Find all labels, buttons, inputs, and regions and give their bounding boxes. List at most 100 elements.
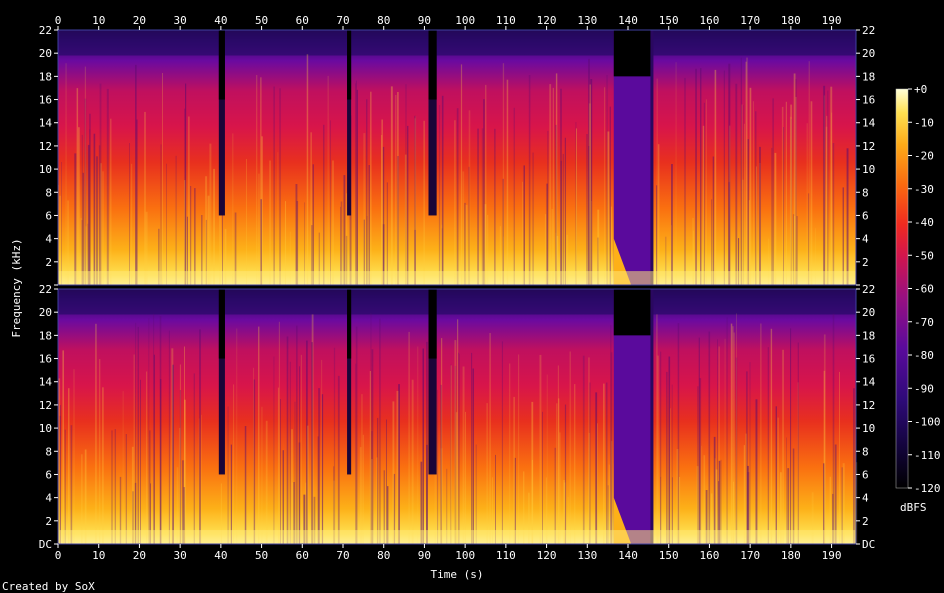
texture-streak xyxy=(740,57,742,286)
texture-streak xyxy=(119,476,122,544)
texture-streak xyxy=(125,434,127,544)
panel-frame xyxy=(57,288,857,545)
texture-streak xyxy=(122,391,124,544)
texture-streak xyxy=(363,219,365,285)
texture-streak xyxy=(604,87,606,285)
texture-streak xyxy=(589,382,591,544)
quiet-gap xyxy=(347,289,352,475)
texture-streak xyxy=(701,445,703,544)
texture-streak xyxy=(96,156,98,285)
texture-streak xyxy=(523,471,525,544)
texture-streak xyxy=(794,215,796,285)
texture-streak xyxy=(656,314,658,544)
silent-gap xyxy=(218,289,225,359)
texture-streak xyxy=(827,90,829,285)
texture-streak xyxy=(559,432,561,544)
texture-streak xyxy=(586,134,588,285)
x-tick-label-top: 150 xyxy=(659,14,679,27)
texture-streak xyxy=(797,382,799,544)
texture-streak xyxy=(159,379,162,544)
gap-line xyxy=(650,30,654,285)
texture-streak xyxy=(657,355,659,544)
texture-streak xyxy=(657,144,660,285)
texture-streak xyxy=(440,448,443,544)
texture-streak xyxy=(377,417,379,544)
texture-streak xyxy=(293,482,295,544)
texture-streak xyxy=(310,132,312,285)
y-tick-label-left: 8 xyxy=(45,445,52,458)
texture-streak xyxy=(295,184,298,285)
texture-streak xyxy=(84,98,87,285)
texture-streak xyxy=(589,84,591,285)
texture-streak xyxy=(68,388,70,544)
texture-streak xyxy=(408,331,410,544)
y-tick-label-right: 16 xyxy=(862,353,875,366)
texture-streak xyxy=(562,153,564,285)
texture-streak xyxy=(304,202,305,285)
texture-streak xyxy=(741,104,743,285)
texture-streak xyxy=(733,332,735,544)
texture-streak xyxy=(563,480,566,544)
x-tick-label-bottom: 80 xyxy=(377,549,390,562)
texture-streak xyxy=(795,97,797,285)
texture-streak xyxy=(321,359,323,544)
texture-streak xyxy=(383,470,385,544)
texture-streak xyxy=(253,367,254,544)
texture-streak xyxy=(277,387,280,544)
texture-streak xyxy=(518,354,520,544)
texture-streak xyxy=(853,388,855,544)
texture-streak xyxy=(825,126,828,285)
texture-streak xyxy=(717,339,718,544)
texture-streak xyxy=(207,195,210,285)
texture-streak xyxy=(426,341,428,544)
texture-streak xyxy=(258,326,260,544)
texture-streak xyxy=(80,217,82,285)
texture-streak xyxy=(459,353,460,544)
y-tick-label-right: 10 xyxy=(862,422,875,435)
quiet-gap xyxy=(218,30,225,216)
texture-streak xyxy=(826,115,828,286)
texture-streak xyxy=(398,384,400,544)
texture-streak xyxy=(371,459,373,544)
texture-streak xyxy=(368,165,370,285)
texture-streak xyxy=(738,238,740,285)
texture-streak xyxy=(303,494,306,544)
y-tick-label-right: 14 xyxy=(862,117,876,130)
texture-streak xyxy=(780,472,782,544)
texture-streak xyxy=(340,201,343,285)
texture-streak xyxy=(684,77,686,286)
texture-streak xyxy=(87,144,90,285)
texture-streak xyxy=(136,119,138,285)
texture-streak xyxy=(171,348,174,544)
texture-streak xyxy=(588,58,590,286)
texture-streak xyxy=(269,160,271,285)
texture-streak xyxy=(607,485,609,544)
texture-streak xyxy=(422,348,424,544)
silent-gap xyxy=(428,289,437,359)
texture-streak xyxy=(306,54,309,285)
texture-streak xyxy=(501,341,503,544)
texture-streak xyxy=(795,79,797,285)
y-tick-label-left: 2 xyxy=(45,256,52,269)
texture-streak xyxy=(671,477,673,544)
texture-streak xyxy=(576,128,577,285)
texture-streak xyxy=(135,322,137,544)
texture-streak xyxy=(60,405,61,544)
texture-streak xyxy=(273,356,275,544)
texture-streak xyxy=(405,84,407,285)
texture-streak xyxy=(81,134,83,285)
texture-streak xyxy=(728,63,731,286)
texture-streak xyxy=(823,463,825,544)
texture-streak xyxy=(477,128,479,285)
channel-2-spectrogram xyxy=(57,288,858,545)
texture-streak xyxy=(711,199,713,285)
texture-streak xyxy=(168,330,170,544)
texture-streak xyxy=(313,496,316,544)
texture-streak xyxy=(371,431,373,544)
colorbar-tick-label: -30 xyxy=(914,183,934,196)
texture-streak xyxy=(656,185,658,285)
texture-streak xyxy=(793,73,796,285)
texture-streak xyxy=(671,164,673,285)
texture-streak xyxy=(462,171,465,285)
